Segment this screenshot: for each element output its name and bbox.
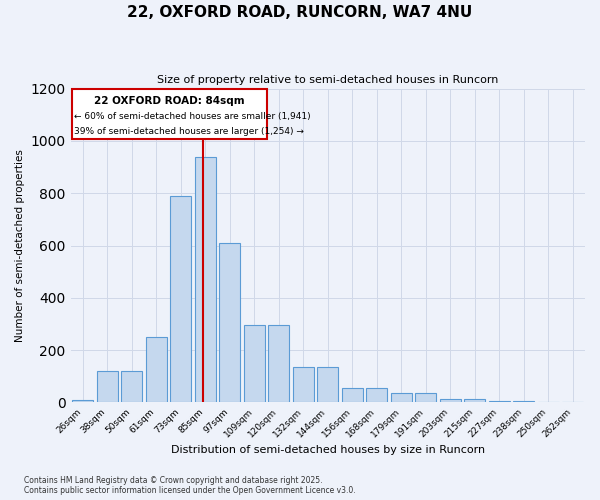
Bar bbox=[244, 326, 265, 402]
Text: 22, OXFORD ROAD, RUNCORN, WA7 4NU: 22, OXFORD ROAD, RUNCORN, WA7 4NU bbox=[127, 5, 473, 20]
Text: ← 60% of semi-detached houses are smaller (1,941): ← 60% of semi-detached houses are smalle… bbox=[74, 112, 311, 120]
Bar bbox=[342, 388, 362, 402]
Bar bbox=[73, 400, 93, 402]
Bar bbox=[514, 400, 534, 402]
Bar bbox=[220, 243, 240, 402]
Bar bbox=[146, 337, 167, 402]
Text: 22 OXFORD ROAD: 84sqm: 22 OXFORD ROAD: 84sqm bbox=[94, 96, 244, 106]
Bar bbox=[195, 156, 215, 402]
Text: Contains HM Land Registry data © Crown copyright and database right 2025.
Contai: Contains HM Land Registry data © Crown c… bbox=[24, 476, 356, 495]
Y-axis label: Number of semi-detached properties: Number of semi-detached properties bbox=[15, 149, 25, 342]
Bar bbox=[170, 196, 191, 402]
Bar bbox=[391, 394, 412, 402]
Bar bbox=[415, 394, 436, 402]
Bar bbox=[97, 371, 118, 402]
Bar bbox=[440, 398, 461, 402]
Title: Size of property relative to semi-detached houses in Runcorn: Size of property relative to semi-detach… bbox=[157, 75, 499, 85]
Bar bbox=[367, 388, 387, 402]
Bar bbox=[464, 398, 485, 402]
Bar bbox=[121, 371, 142, 402]
Bar bbox=[293, 367, 314, 402]
X-axis label: Distribution of semi-detached houses by size in Runcorn: Distribution of semi-detached houses by … bbox=[171, 445, 485, 455]
Bar bbox=[268, 326, 289, 402]
Text: 39% of semi-detached houses are larger (1,254) →: 39% of semi-detached houses are larger (… bbox=[74, 127, 304, 136]
Bar bbox=[489, 400, 509, 402]
Bar bbox=[317, 367, 338, 402]
FancyBboxPatch shape bbox=[72, 88, 266, 139]
